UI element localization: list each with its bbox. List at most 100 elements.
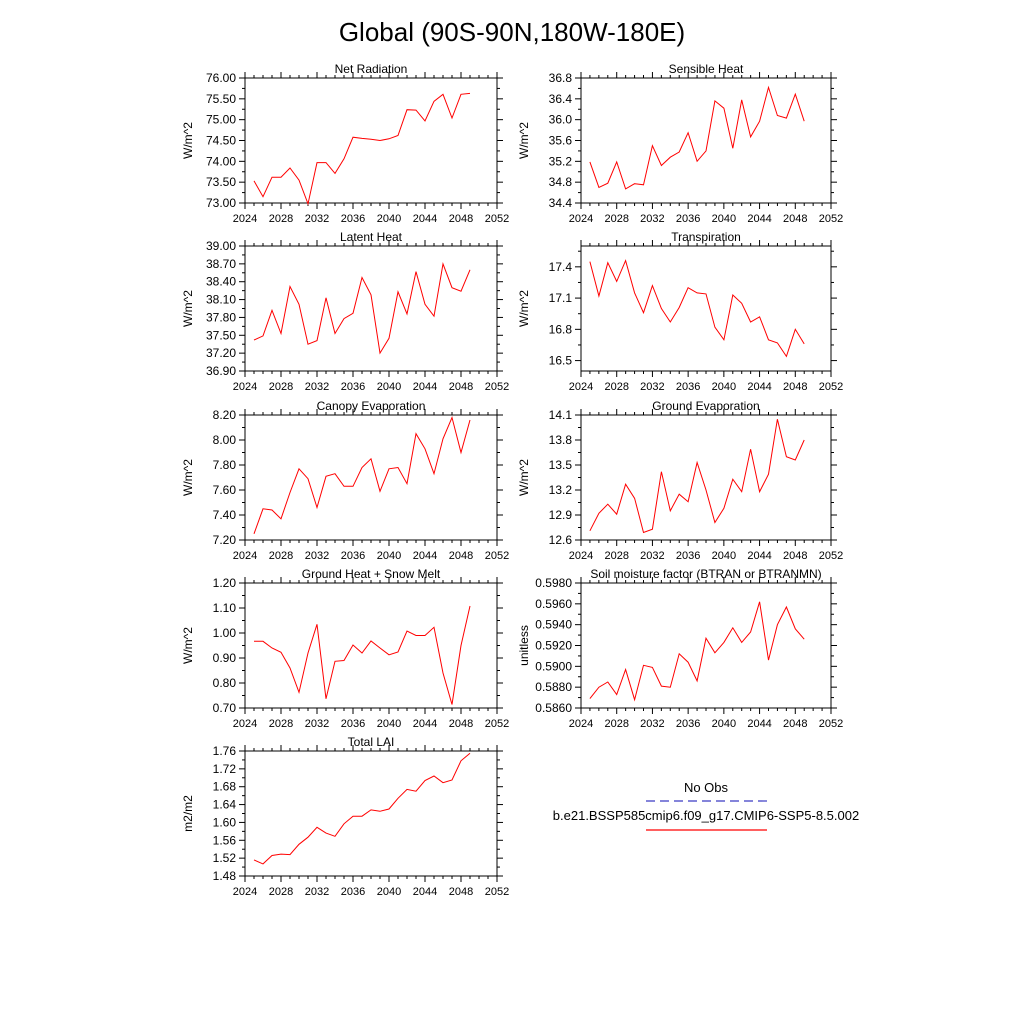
- page-title: Global (90S-90N,180W-180E): [339, 17, 685, 47]
- series-line: [589, 85, 805, 190]
- y-tick-label: 74.00: [206, 154, 236, 168]
- y-tick-label: 1.72: [213, 762, 237, 776]
- x-tick-label: 2052: [819, 550, 843, 562]
- x-tick-label: 2036: [341, 886, 365, 898]
- x-tick-label: 2040: [377, 550, 401, 562]
- y-tick-label: 0.5920: [535, 639, 572, 653]
- x-tick-label: 2048: [449, 718, 473, 730]
- y-tick-label: 35.2: [549, 154, 573, 168]
- series-line: [253, 415, 471, 534]
- y-tick-label: 17.1: [549, 291, 573, 305]
- x-tick-label: 2028: [269, 718, 293, 730]
- y-tick-label: 1.48: [213, 869, 237, 883]
- y-tick-label: 34.4: [549, 196, 573, 210]
- series-line: [589, 419, 805, 534]
- x-tick-label: 2040: [712, 213, 736, 225]
- x-tick-label: 2024: [569, 381, 593, 393]
- plot-frame: [580, 77, 832, 204]
- y-tick-label: 7.60: [213, 483, 237, 497]
- x-tick-label: 2032: [640, 550, 664, 562]
- x-tick-label: 2040: [712, 381, 736, 393]
- y-tick-label: 17.4: [549, 260, 573, 274]
- x-tick-label: 2040: [377, 213, 401, 225]
- y-axis-label: W/m^2: [181, 459, 195, 496]
- x-tick-label: 2032: [305, 550, 329, 562]
- x-tick-label: 2036: [341, 381, 365, 393]
- y-tick-label: 0.70: [213, 701, 237, 715]
- y-tick-label: 1.64: [213, 798, 237, 812]
- x-tick-label: 2028: [269, 886, 293, 898]
- y-tick-label: 75.00: [206, 113, 236, 127]
- series-line: [253, 262, 471, 355]
- plot-frame: [244, 77, 498, 204]
- y-tick-label: 0.80: [213, 676, 237, 690]
- series-line: [254, 605, 471, 705]
- chart-ground-heat-snow-melt: Ground Heat + Snow Melt W/m^2 2024 2028 2032…: [181, 567, 509, 730]
- y-tick-label: 13.8: [549, 433, 573, 447]
- x-tick-label: 2036: [676, 213, 700, 225]
- y-axis-label: W/m^2: [517, 290, 531, 327]
- x-tick-label: 2044: [747, 381, 771, 393]
- y-tick-label: 12.9: [549, 508, 573, 522]
- chart-canopy-evaporation: Canopy Evaporation W/m^2 2024 2028 2032 2036 2…: [181, 399, 509, 562]
- x-tick-label: 2032: [305, 886, 329, 898]
- chart-title: Sensible Heat: [669, 62, 744, 76]
- y-tick-label: 36.8: [549, 71, 573, 85]
- x-tick-label: 2048: [449, 381, 473, 393]
- y-tick-label: 1.68: [213, 780, 237, 794]
- y-tick-label: 38.40: [206, 275, 236, 289]
- y-tick-label: 0.5880: [535, 680, 572, 694]
- x-tick-label: 2048: [449, 213, 473, 225]
- x-tick-label: 2036: [341, 550, 365, 562]
- x-tick-label: 2032: [640, 718, 664, 730]
- y-tick-label: 7.80: [213, 458, 237, 472]
- y-tick-label: 1.76: [213, 744, 237, 758]
- series-line: [253, 92, 471, 206]
- y-tick-label: 38.10: [206, 293, 236, 307]
- x-tick-label: 2044: [413, 886, 437, 898]
- legend-case-label: b.e21.BSSP585cmip6.f09_g17.CMIP6-SSP5-8.…: [553, 808, 859, 823]
- series-line: [589, 601, 805, 702]
- y-axis-label: W/m^2: [517, 459, 531, 496]
- x-tick-label: 2044: [413, 550, 437, 562]
- x-tick-label: 2028: [604, 381, 628, 393]
- x-tick-label: 2028: [269, 550, 293, 562]
- y-tick-label: 0.5860: [535, 701, 572, 715]
- x-tick-label: 2048: [783, 550, 807, 562]
- x-tick-label: 2052: [485, 718, 509, 730]
- x-tick-label: 2028: [604, 718, 628, 730]
- y-tick-label: 37.80: [206, 310, 236, 324]
- x-tick-label: 2024: [233, 213, 257, 225]
- y-tick-label: 75.50: [206, 92, 236, 106]
- x-tick-label: 2040: [712, 550, 736, 562]
- y-tick-label: 37.50: [206, 328, 236, 342]
- x-tick-label: 2032: [640, 213, 664, 225]
- x-tick-label: 2028: [269, 381, 293, 393]
- x-tick-label: 2032: [305, 213, 329, 225]
- x-tick-label: 2024: [569, 213, 593, 225]
- plot-frame: [244, 750, 498, 877]
- chart-title: Soil moisture factor (BTRAN or BTRANMN): [590, 567, 821, 581]
- y-tick-label: 36.4: [549, 92, 573, 106]
- y-tick-label: 1.10: [213, 601, 237, 615]
- x-tick-label: 2028: [604, 550, 628, 562]
- y-axis-label: W/m^2: [181, 627, 195, 664]
- y-tick-label: 36.0: [549, 113, 573, 127]
- x-tick-label: 2040: [377, 886, 401, 898]
- x-tick-label: 2048: [783, 381, 807, 393]
- chart-total-lai: Total LAI m2/m2 2024 2028 2032 2036 2040 2044 20…: [181, 735, 509, 898]
- y-tick-label: 12.6: [549, 533, 573, 547]
- y-axis-label: W/m^2: [181, 290, 195, 327]
- plot-frame: [244, 582, 498, 709]
- y-tick-label: 1.20: [213, 576, 237, 590]
- plot-frame: [244, 245, 498, 372]
- x-tick-label: 2048: [449, 886, 473, 898]
- x-tick-label: 2052: [819, 213, 843, 225]
- chart-net-radiation: Net Radiation W/m^2 2024 2028 2032 2036 2040 20…: [181, 62, 509, 225]
- y-axis-label: W/m^2: [181, 122, 195, 159]
- y-tick-label: 16.5: [549, 354, 573, 368]
- y-tick-label: 7.40: [213, 508, 237, 522]
- x-tick-label: 2024: [569, 550, 593, 562]
- x-tick-label: 2044: [747, 213, 771, 225]
- y-tick-label: 13.5: [549, 458, 573, 472]
